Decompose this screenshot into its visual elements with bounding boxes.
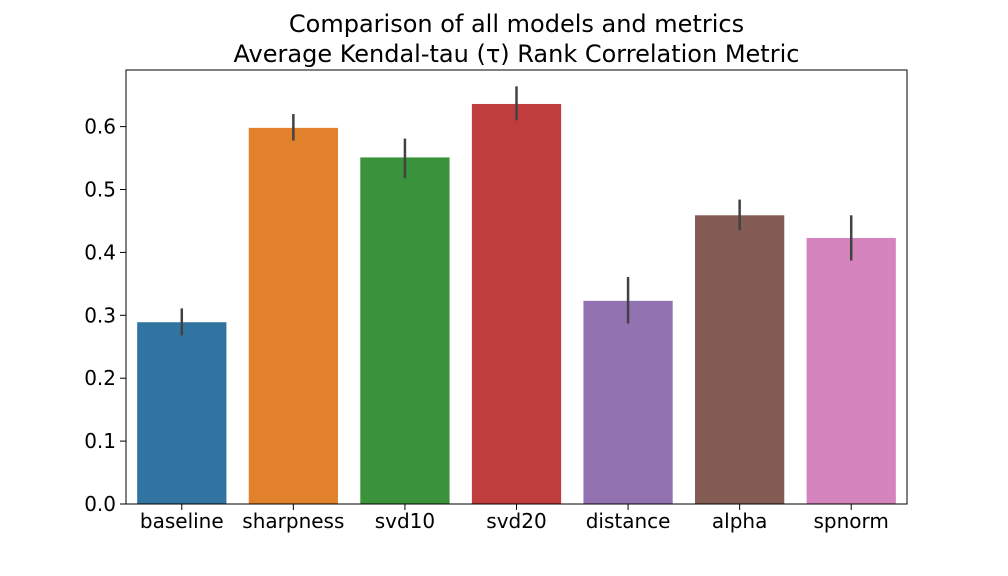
chart-title-line-1: Comparison of all models and metrics <box>289 10 744 38</box>
bar-baseline <box>137 322 227 504</box>
bar-svd10 <box>360 157 450 504</box>
bar-spnorm <box>806 237 896 504</box>
bar-distance <box>583 300 673 504</box>
bar-sharpness <box>248 127 338 504</box>
error-bars-layer <box>180 86 853 336</box>
y-tick-label-0.6: 0.6 <box>84 115 116 139</box>
bar-svd20 <box>471 103 562 505</box>
y-tick-label-0.0: 0.0 <box>84 492 116 516</box>
y-tick-label-0.4: 0.4 <box>84 240 116 264</box>
x-tick-label-baseline: baseline <box>140 509 224 533</box>
y-axis: 0.0 0.1 0.2 0.3 0.4 0.5 0.6 <box>84 115 126 516</box>
bars-layer <box>137 103 896 505</box>
x-tick-label-svd10: svd10 <box>375 509 435 533</box>
x-tick-label-spnorm: spnorm <box>814 509 889 533</box>
y-tick-label-0.2: 0.2 <box>84 366 116 390</box>
plot-frame <box>125 69 908 505</box>
chart-title-line-2: Average Kendal-tau (τ) Rank Correlation … <box>234 40 800 68</box>
x-axis: baseline sharpness svd10 svd20 distance alpha… <box>140 504 889 533</box>
y-tick-label-0.5: 0.5 <box>84 178 116 202</box>
bar-alpha <box>695 215 785 504</box>
y-tick-label-0.3: 0.3 <box>84 303 116 327</box>
x-tick-label-alpha: alpha <box>712 509 767 533</box>
x-tick-label-svd20: svd20 <box>486 509 546 533</box>
x-tick-label-distance: distance <box>586 509 671 533</box>
y-tick-label-0.1: 0.1 <box>84 429 116 453</box>
x-tick-label-sharpness: sharpness <box>242 509 344 533</box>
